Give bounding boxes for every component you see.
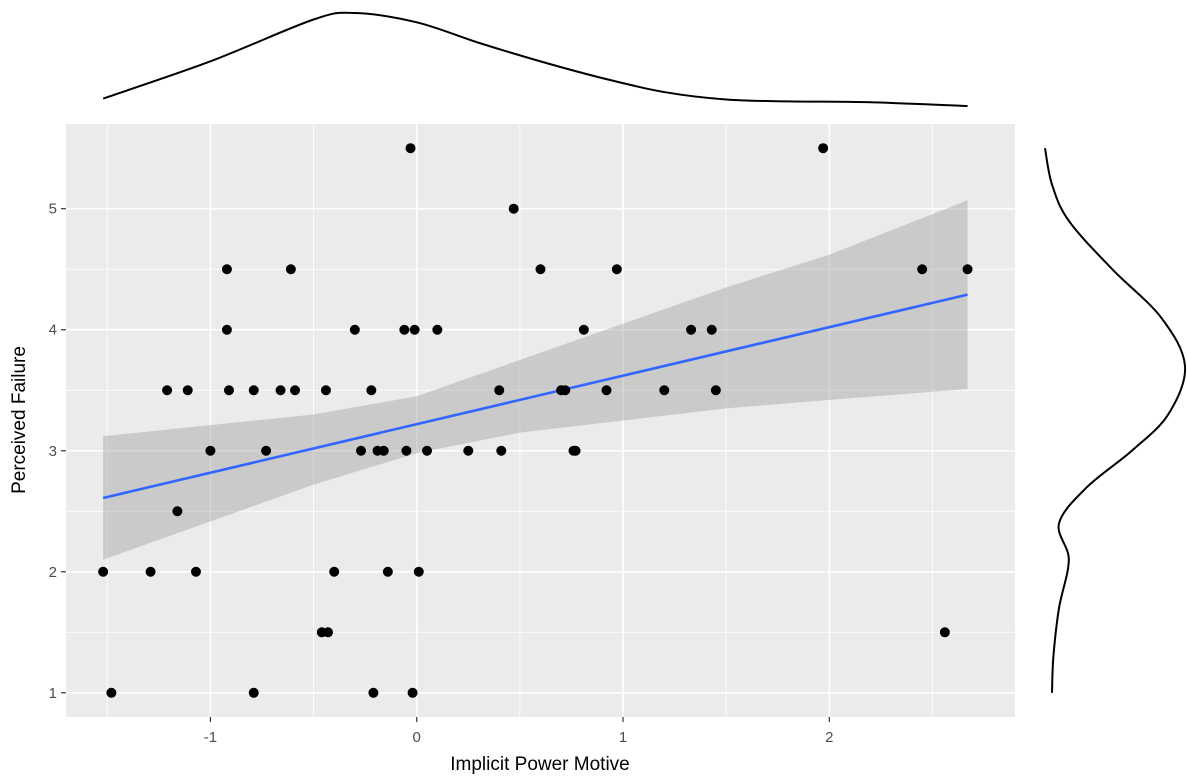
y-axis-title: Perceived Failure [9,346,30,494]
data-point [98,566,109,577]
data-point [560,385,571,396]
data-point [686,324,697,335]
data-point [320,385,331,396]
data-point [401,445,412,456]
data-point [413,566,424,577]
y-marginal-density [1044,148,1187,693]
data-point [382,566,393,577]
data-point [261,445,272,456]
x-tick-label: 0 [413,729,421,746]
data-point [172,506,183,517]
data-point [356,445,367,456]
data-points [98,143,973,698]
data-point [366,385,377,396]
data-point [221,324,232,335]
x-axis-ticks: -1 0 1 2 [204,717,833,746]
data-point [962,264,973,275]
data-point [407,687,418,698]
x-axis-title: Implicit Power Motive [450,754,630,775]
data-point [432,324,443,335]
confidence-band [103,200,968,560]
data-point [248,687,259,698]
data-point [601,385,612,396]
y-tick-label: 3 [49,443,57,460]
data-point [368,687,379,698]
data-point [508,203,519,214]
data-point [329,566,340,577]
x-tick-label: 2 [825,729,833,746]
data-point [162,385,173,396]
plot-panel [66,124,1015,717]
data-point [818,143,829,154]
data-point [463,445,474,456]
data-point [323,627,334,638]
data-point [710,385,721,396]
data-point [248,385,259,396]
y-axis-ticks: 1 2 3 4 5 [49,201,66,702]
data-point [221,264,232,275]
data-point [145,566,156,577]
data-point [496,445,507,456]
data-point [399,324,410,335]
data-point [570,445,581,456]
data-point [578,324,589,335]
data-point [275,385,286,396]
data-point [659,385,670,396]
data-point [535,264,546,275]
y-tick-label: 5 [49,201,57,218]
data-point [190,566,201,577]
data-point [285,264,296,275]
data-point [223,385,234,396]
regression-line [102,293,968,500]
data-point [494,385,505,396]
x-tick-label: -1 [204,729,217,746]
data-point [706,324,717,335]
data-point [182,385,193,396]
data-point [106,687,117,698]
data-point [409,324,420,335]
data-point [917,264,928,275]
data-point [939,627,950,638]
y-tick-label: 1 [49,685,57,702]
y-tick-label: 4 [49,322,57,339]
data-point [611,264,622,275]
y-tick-label: 2 [49,564,57,581]
x-tick-label: 1 [619,729,627,746]
data-point [422,445,433,456]
data-point [289,385,300,396]
x-marginal-density [102,11,968,107]
data-point [349,324,360,335]
data-point [378,445,389,456]
data-point [205,445,216,456]
data-point [405,143,416,154]
